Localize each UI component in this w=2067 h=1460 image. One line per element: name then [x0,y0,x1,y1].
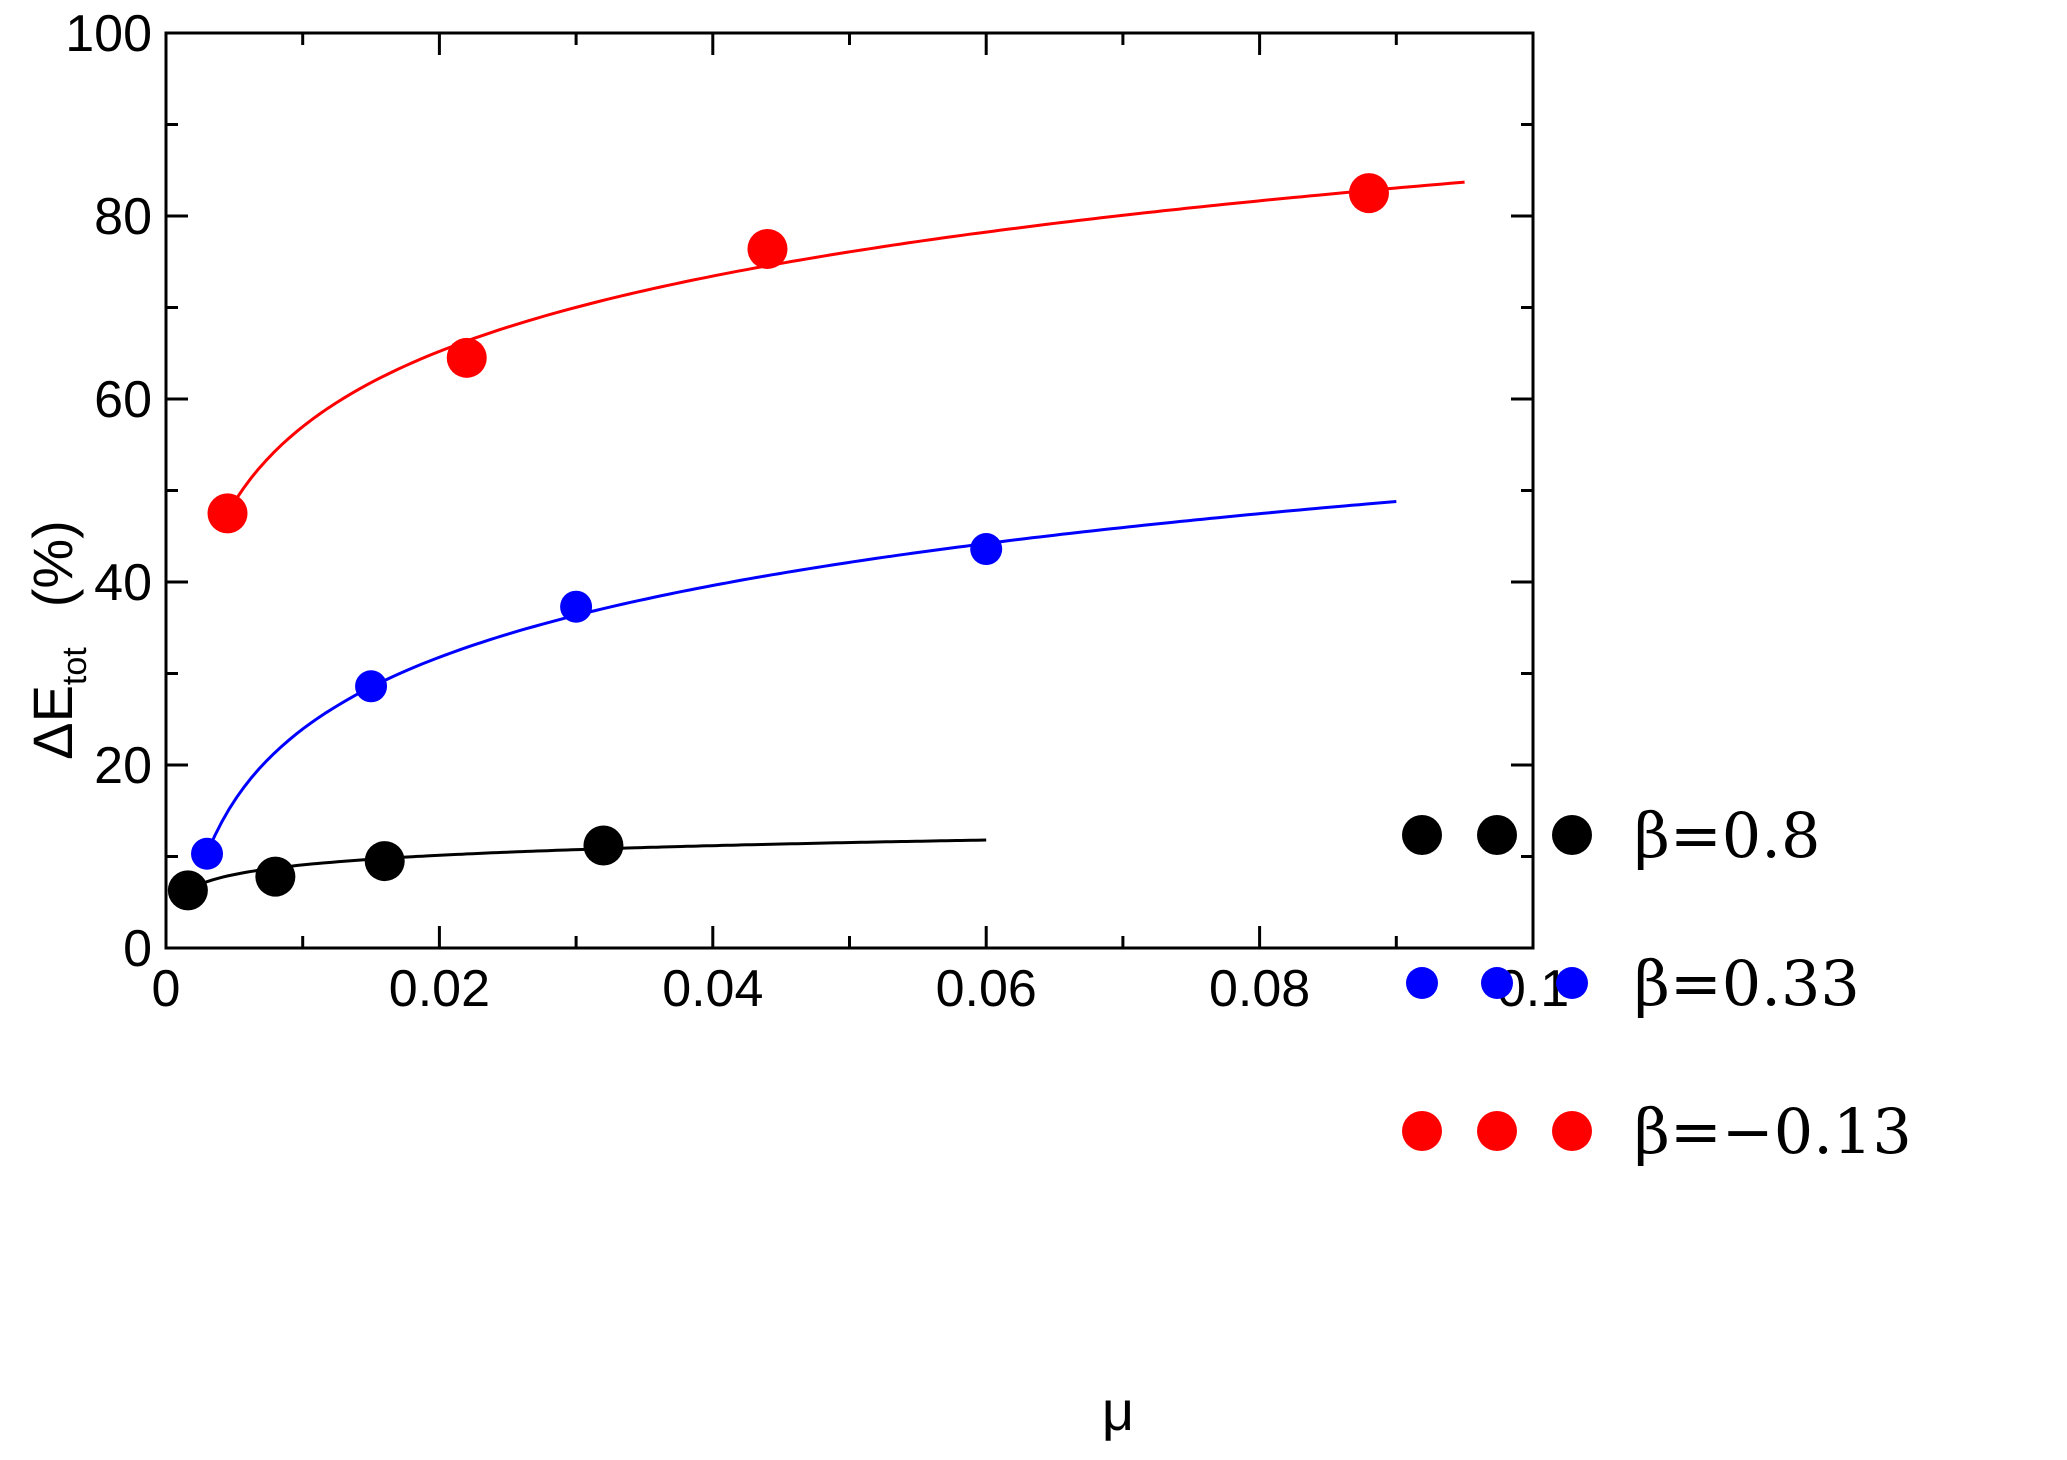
legend-marker [1402,815,1442,855]
data-point [364,841,405,882]
data-point [191,837,224,870]
y-axis-title-unit: (%) [21,520,84,607]
x-tick-label: 0.06 [936,960,1037,1018]
data-point [355,670,388,703]
legend-marker [1477,1111,1517,1151]
data-point [207,493,248,534]
y-axis-title: ΔEtot (%) [21,520,94,760]
legend-marker [1552,1111,1592,1151]
data-point [167,870,208,911]
data-point [560,590,593,623]
legend-marker [1552,815,1592,855]
fit-curve [205,500,1397,855]
legend-marker [1556,967,1588,999]
data-point [970,533,1003,566]
plot-frame [164,31,1535,950]
y-axis-title-subscript: tot [56,647,94,685]
legend-marker [1402,1111,1442,1151]
data-point [583,825,624,866]
y-tick-label: 60 [94,371,152,429]
svg-text:ΔEtot(%): ΔEtot (%) [21,520,94,760]
legend: β=0.8 β=0.33 β=−0.13 [1402,799,1912,1168]
x-axis-title: μ [1102,1379,1134,1442]
fit-curves [187,180,1465,892]
legend-marker [1477,815,1517,855]
x-tick-label: 0.04 [662,960,763,1018]
data-points [167,173,1389,911]
data-point [255,856,296,897]
y-tick-label: 100 [65,5,152,63]
fit-curve [226,180,1465,515]
legend-marker [1481,967,1513,999]
legend-label: β=0.33 [1634,947,1860,1020]
legend-label: β=0.8 [1634,799,1820,872]
data-point [446,337,487,378]
x-tick-label: 0 [152,960,181,1018]
data-point [1348,173,1389,214]
y-tick-label: 40 [94,554,152,612]
legend-label: β=−0.13 [1634,1095,1912,1168]
legend-marker [1406,967,1438,999]
y-axis-title-prefix: ΔE [21,685,84,760]
y-tick-label: 80 [94,188,152,246]
data-point [747,228,788,269]
y-tick-label: 20 [94,737,152,795]
x-tick-label: 0.08 [1209,960,1310,1018]
y-tick-label: 0 [123,920,152,978]
x-tick-label: 0.02 [389,960,490,1018]
